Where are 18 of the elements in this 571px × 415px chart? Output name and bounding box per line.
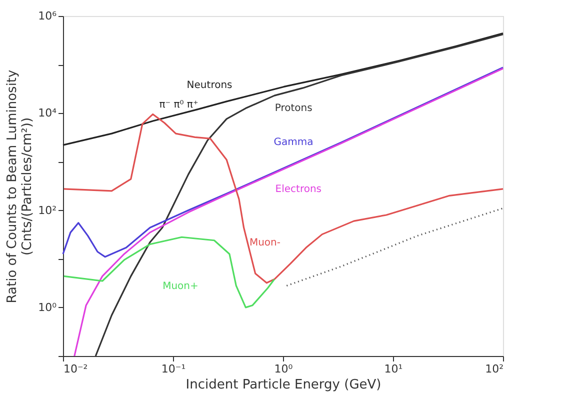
y-tick-label: 10⁶ [38,10,58,22]
annotation: π⁻ π⁰ π⁺ [159,99,198,110]
x-tick-label: 10⁻² [64,362,88,376]
x-tick-label: 10¹ [384,362,403,376]
y-tick-label: 10⁴ [38,106,58,120]
series-label: Electrons [275,184,322,196]
x-tick-label: 10⁰ [274,362,294,376]
series-label: Protons [274,103,312,114]
x-tick-label: 10² [485,362,504,376]
x-axis-title: Incident Particle Energy (GeV) [186,378,382,392]
series-label: Neutrons [186,80,232,92]
x-tick-label: 10⁻¹ [161,362,186,376]
y-axis-title: Ratio of Counts to Beam Luminosity (Cnts/(Particles/cm²)) [5,69,36,304]
series-label: Gamma [274,137,314,148]
y-tick-label: 10⁰ [38,300,58,314]
series-label: Muon- [249,237,281,248]
y-tick-label: 10² [38,204,56,217]
text: Muon+ [162,280,198,292]
